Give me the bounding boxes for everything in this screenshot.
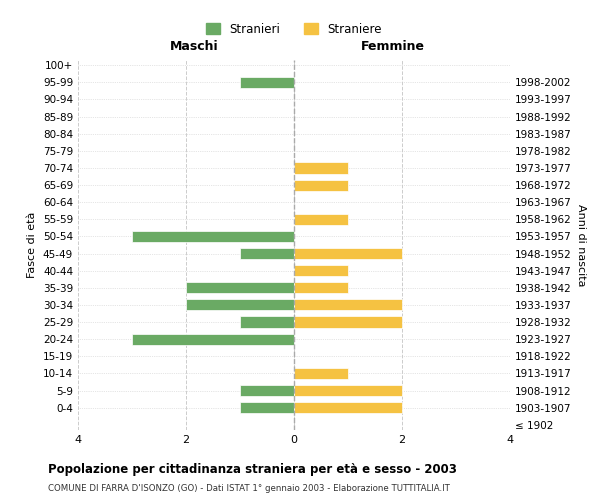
Text: Femmine: Femmine: [361, 40, 425, 52]
Bar: [294, 180, 348, 190]
Bar: [132, 231, 294, 242]
Bar: [240, 77, 294, 88]
Bar: [294, 162, 348, 173]
Text: COMUNE DI FARRA D'ISONZO (GO) - Dati ISTAT 1° gennaio 2003 - Elaborazione TUTTIT: COMUNE DI FARRA D'ISONZO (GO) - Dati IST…: [48, 484, 450, 493]
Bar: [186, 300, 294, 310]
Y-axis label: Anni di nascita: Anni di nascita: [575, 204, 586, 286]
Bar: [294, 300, 402, 310]
Bar: [240, 248, 294, 259]
Bar: [240, 385, 294, 396]
Legend: Stranieri, Straniere: Stranieri, Straniere: [201, 18, 387, 40]
Bar: [294, 214, 348, 225]
Bar: [240, 316, 294, 328]
Bar: [294, 368, 348, 379]
Bar: [240, 402, 294, 413]
Bar: [294, 316, 402, 328]
Bar: [294, 282, 348, 294]
Text: Popolazione per cittadinanza straniera per età e sesso - 2003: Popolazione per cittadinanza straniera p…: [48, 462, 457, 475]
Bar: [294, 265, 348, 276]
Bar: [186, 282, 294, 294]
Bar: [132, 334, 294, 344]
Y-axis label: Fasce di età: Fasce di età: [28, 212, 37, 278]
Text: Maschi: Maschi: [170, 40, 219, 52]
Bar: [294, 402, 402, 413]
Bar: [294, 385, 402, 396]
Bar: [294, 248, 402, 259]
